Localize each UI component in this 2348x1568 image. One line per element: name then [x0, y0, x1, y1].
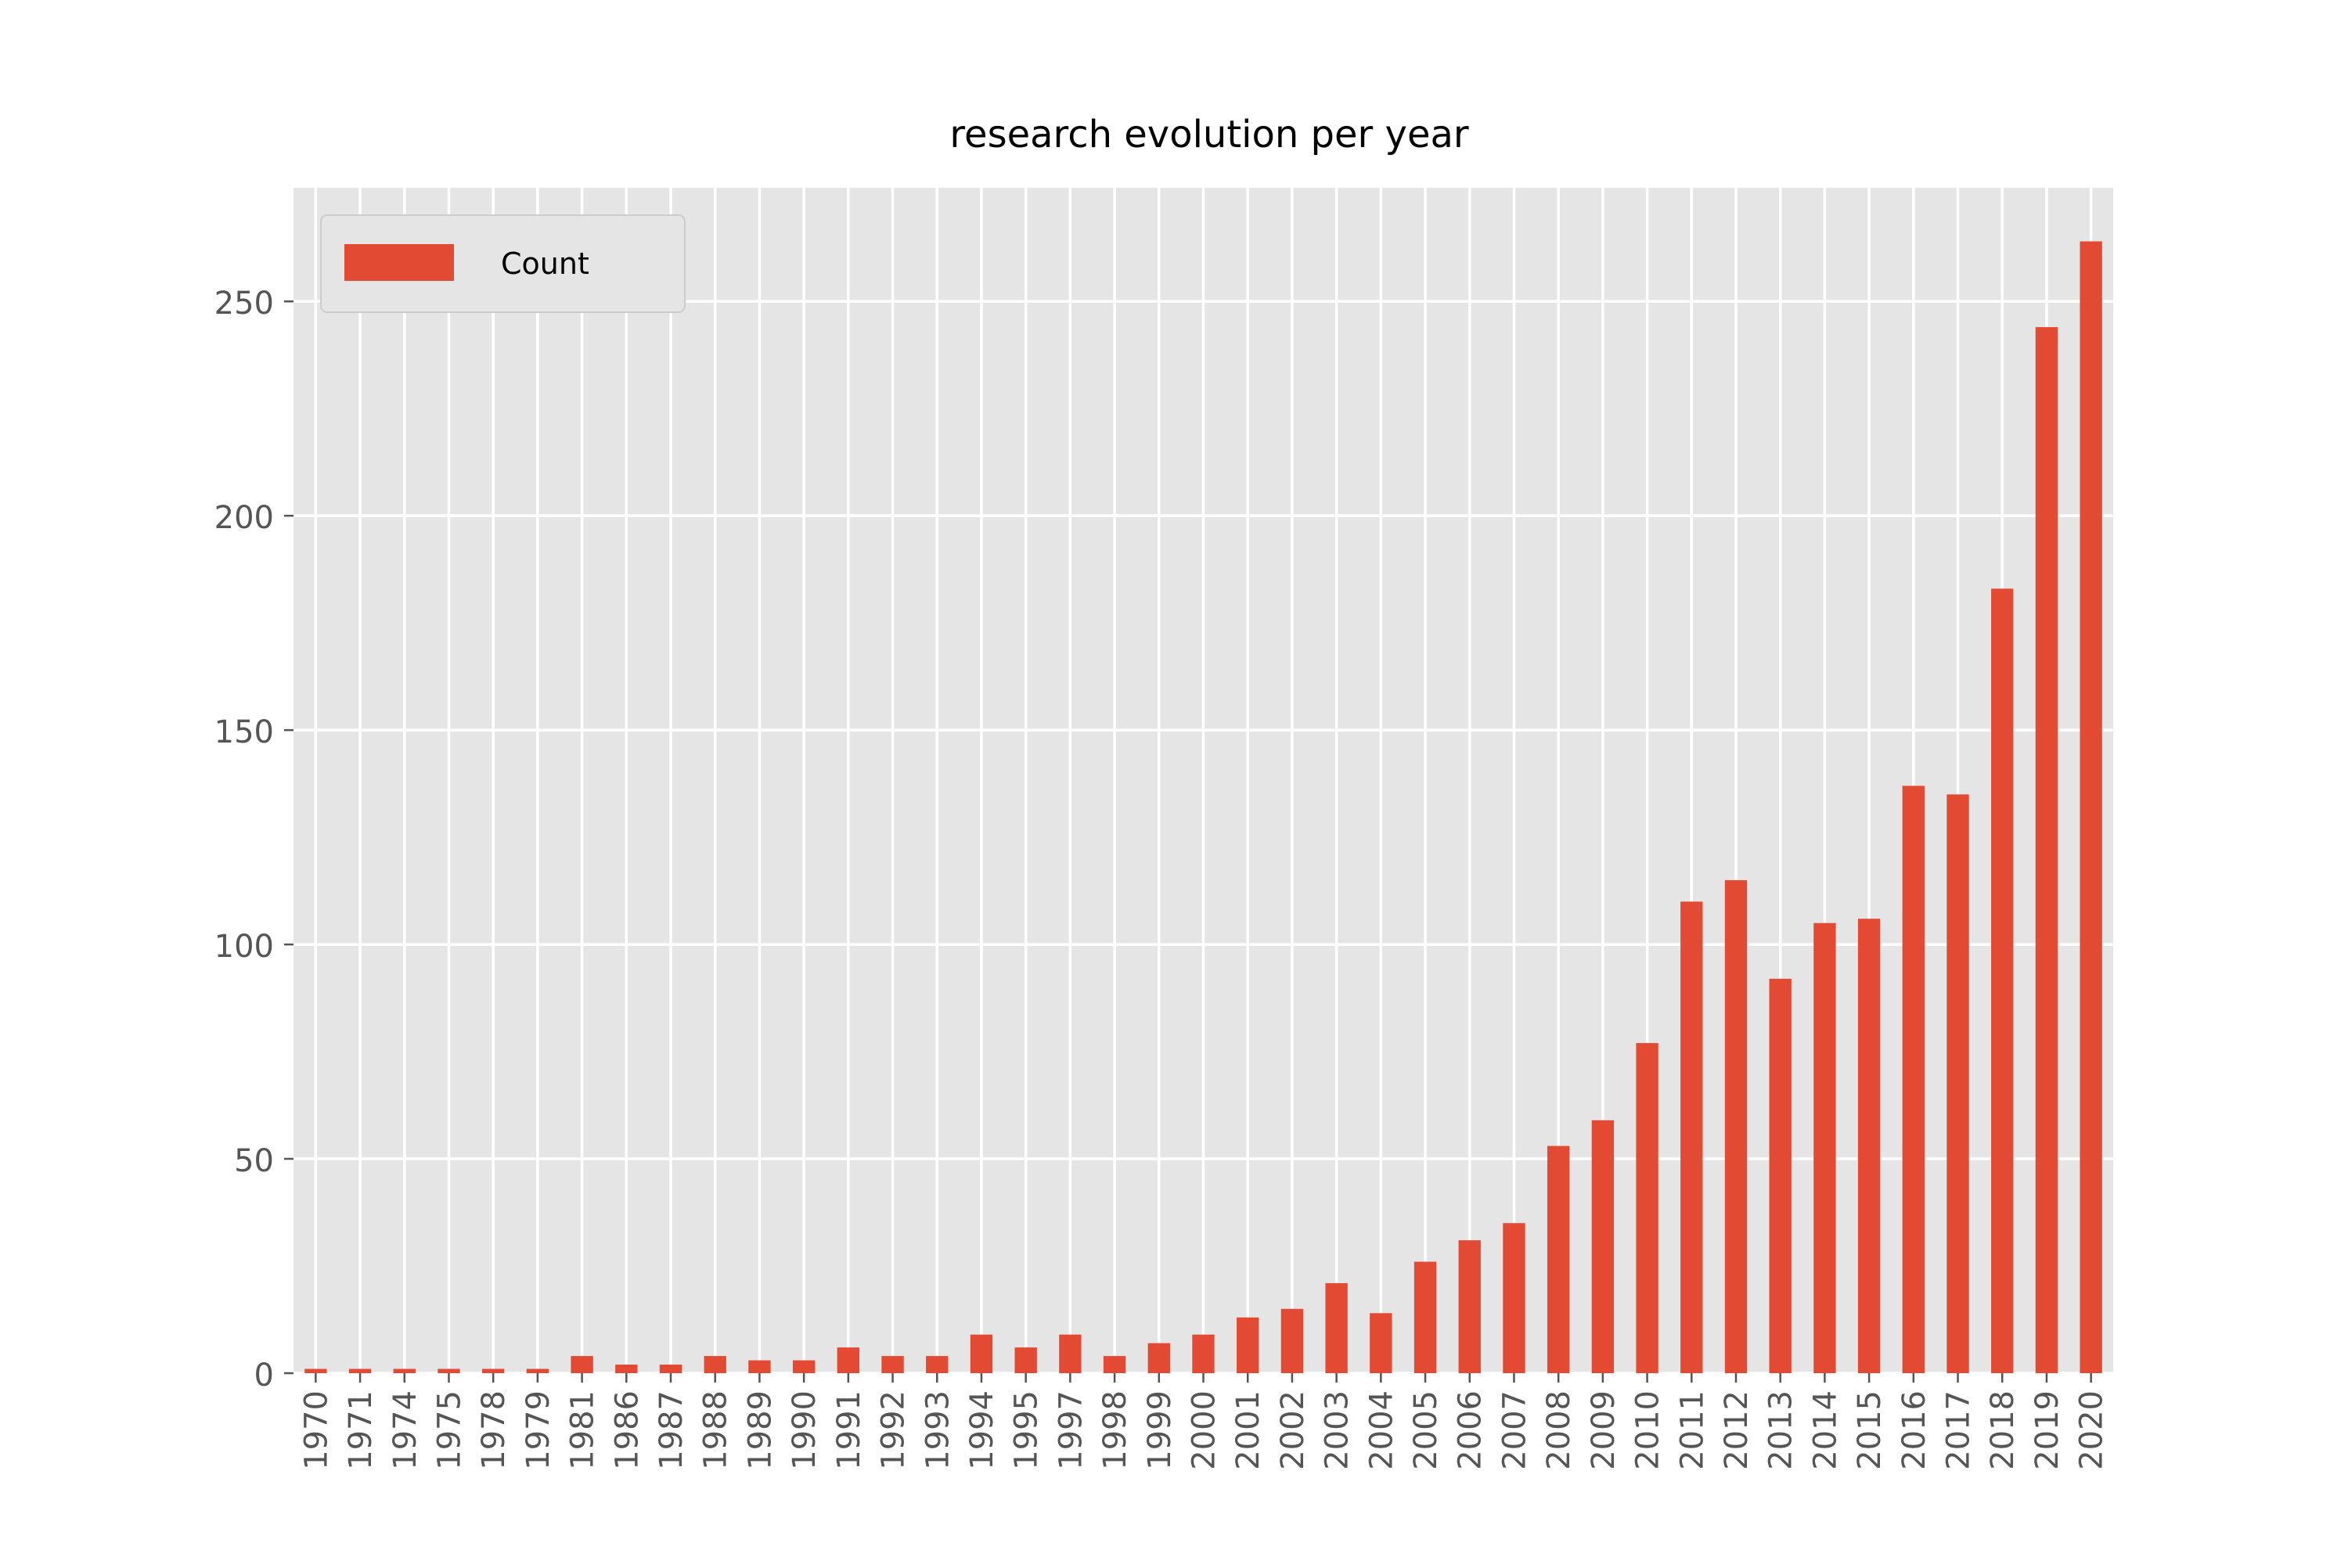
bar-1998 [1103, 1356, 1126, 1373]
bar-1970 [304, 1368, 327, 1373]
bar-2016 [1902, 786, 1925, 1373]
x-tick-label: 1999 [1142, 1390, 1178, 1470]
x-tick-label: 1992 [876, 1390, 912, 1470]
bar-2000 [1192, 1334, 1215, 1373]
y-tick-label: 100 [214, 929, 274, 965]
x-tick-label: 1981 [565, 1390, 601, 1470]
x-tick-label: 2017 [1941, 1390, 1977, 1470]
bar-1978 [482, 1368, 505, 1373]
x-tick-label: 2003 [1320, 1390, 1356, 1470]
x-tick-label: 2008 [1541, 1390, 1577, 1470]
bar-1993 [926, 1356, 949, 1373]
bar-2011 [1680, 901, 1703, 1373]
y-axis: 0 50 100 150 200 250 [214, 286, 294, 1394]
x-tick-label: 1979 [520, 1390, 556, 1470]
x-tick-label: 1974 [387, 1390, 423, 1470]
x-tick-label: 1989 [742, 1390, 778, 1470]
x-tick-label: 1970 [298, 1390, 334, 1470]
y-tick-label: 200 [214, 500, 274, 536]
x-tick-label: 1993 [920, 1390, 956, 1470]
bar-1979 [526, 1368, 549, 1373]
x-tick-label: 1971 [343, 1390, 379, 1470]
chart-title: research evolution per year [949, 113, 1469, 156]
x-tick-label: 2002 [1275, 1390, 1311, 1470]
bar-1991 [837, 1347, 860, 1373]
bar-1999 [1147, 1343, 1170, 1373]
x-tick-label: 1991 [831, 1390, 867, 1470]
bar-2007 [1503, 1223, 1525, 1373]
x-tick-label: 2007 [1496, 1390, 1532, 1470]
bar-2013 [1769, 978, 1792, 1373]
bar-2003 [1325, 1282, 1348, 1373]
bar-1988 [704, 1356, 726, 1373]
bar-1975 [438, 1368, 460, 1373]
x-tick-label: 1978 [476, 1390, 512, 1470]
x-tick-label: 1994 [964, 1390, 1000, 1470]
bar-2017 [1946, 794, 1969, 1373]
bar-2010 [1636, 1043, 1658, 1373]
bars [304, 241, 2102, 1374]
y-tick-label: 250 [214, 286, 274, 322]
x-tick-label: 1975 [431, 1390, 467, 1470]
bar-2014 [1813, 922, 1836, 1373]
x-tick-label: 1995 [1009, 1390, 1045, 1470]
bar-2015 [1857, 919, 1881, 1373]
bar-1974 [393, 1368, 416, 1373]
x-tick-label: 2000 [1187, 1390, 1223, 1470]
bar-2001 [1237, 1317, 1259, 1373]
bar-1987 [659, 1365, 682, 1373]
x-tick-label: 2006 [1453, 1390, 1489, 1470]
x-tick-label: 1997 [1053, 1390, 1089, 1470]
x-tick-label: 2018 [1985, 1390, 2021, 1470]
bar-1986 [615, 1365, 638, 1373]
bar-2019 [2035, 327, 2058, 1374]
bar-1971 [348, 1368, 372, 1373]
bar-2009 [1591, 1120, 1615, 1373]
bar-2006 [1458, 1240, 1481, 1373]
x-tick-label: 1986 [609, 1390, 645, 1470]
x-tick-label: 2020 [2074, 1390, 2110, 1470]
y-tick-label: 0 [254, 1358, 274, 1394]
x-tick-label: 2015 [1852, 1390, 1888, 1470]
bar-1997 [1059, 1334, 1082, 1373]
bar-1990 [792, 1360, 816, 1373]
x-tick-label: 2013 [1763, 1390, 1799, 1470]
bar-2002 [1280, 1308, 1304, 1373]
x-tick-label: 2004 [1363, 1390, 1399, 1470]
legend-label: Count [501, 246, 589, 281]
bar-1989 [748, 1360, 771, 1373]
x-axis: 1970 1971 1974 1975 1978 1979 1981 1986 1987 1988… [298, 1373, 2110, 1470]
bar-2012 [1724, 879, 1748, 1373]
x-tick-label: 2011 [1674, 1390, 1710, 1470]
bar-1995 [1014, 1347, 1037, 1373]
bar-2018 [1991, 588, 2014, 1373]
x-tick-label: 1990 [787, 1390, 823, 1470]
bar-1981 [571, 1356, 593, 1373]
x-tick-label: 1998 [1097, 1390, 1133, 1470]
y-tick-label: 50 [234, 1143, 274, 1179]
x-tick-label: 2019 [2029, 1390, 2065, 1470]
bar-2005 [1413, 1261, 1437, 1373]
legend-swatch [344, 244, 454, 281]
legend-box [320, 214, 686, 313]
x-tick-label: 2001 [1230, 1390, 1266, 1470]
y-tick-label: 150 [214, 714, 274, 750]
bar-2004 [1370, 1313, 1392, 1373]
bar-2020 [2080, 241, 2102, 1374]
bar-2008 [1547, 1145, 1570, 1373]
x-tick-label: 2016 [1896, 1390, 1932, 1470]
x-tick-label: 2009 [1586, 1390, 1622, 1470]
bar-1994 [970, 1334, 993, 1373]
x-tick-label: 2010 [1630, 1390, 1666, 1470]
x-tick-label: 1987 [654, 1390, 690, 1470]
x-tick-label: 1988 [698, 1390, 734, 1470]
x-tick-label: 2005 [1408, 1390, 1444, 1470]
x-tick-label: 2014 [1807, 1390, 1843, 1470]
bar-1992 [881, 1356, 904, 1373]
x-tick-label: 2012 [1719, 1390, 1755, 1470]
legend: Count [320, 214, 686, 313]
